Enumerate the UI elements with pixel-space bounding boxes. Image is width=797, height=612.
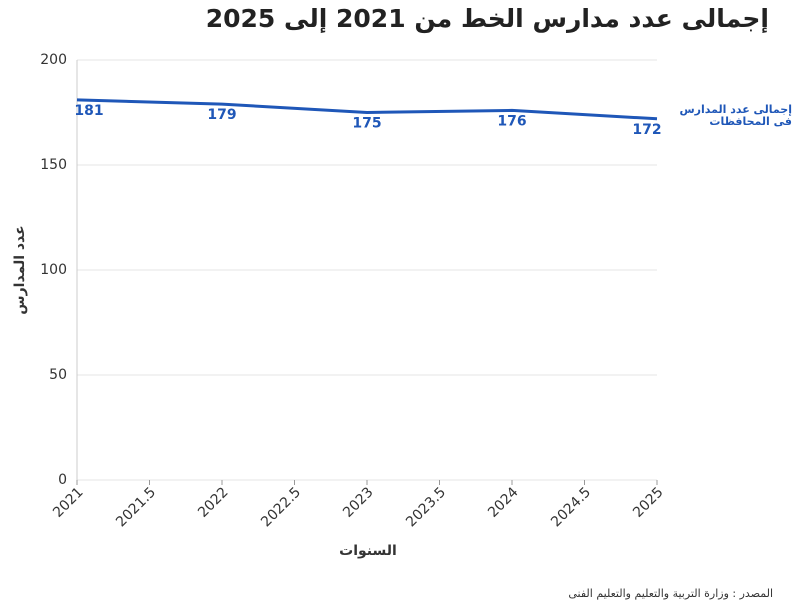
- y-axis-label: عدد المدارس: [12, 225, 28, 314]
- y-tick-label: 0: [58, 472, 67, 488]
- data-label: 172: [632, 122, 661, 138]
- x-tick-label: 2022.5: [258, 484, 304, 530]
- x-tick-label: 2024.5: [548, 484, 594, 530]
- x-tick-label: 2023: [340, 484, 377, 521]
- data-label: 179: [207, 107, 236, 123]
- x-tick-label: 2025: [630, 484, 667, 521]
- data-label: 176: [497, 113, 526, 129]
- chart-title: إجمالى عدد مدارس الخط من 2021 إلى 2025: [205, 4, 769, 33]
- x-axis-label: السنوات: [339, 543, 397, 559]
- y-tick-label: 150: [40, 157, 67, 173]
- y-tick-label: 50: [49, 367, 67, 383]
- x-tick-label: 2024: [485, 484, 522, 521]
- source: المصدر : وزارة التربية والتعليم والتعليم…: [568, 587, 773, 600]
- y-tick-label: 100: [40, 262, 67, 278]
- data-label: 175: [352, 116, 381, 132]
- x-tick-label: 2023.5: [403, 484, 449, 530]
- y-tick-label: 200: [40, 52, 67, 68]
- series-label: إجمالى عدد المدارس فى المحافظات: [679, 103, 792, 128]
- data-label: 181: [74, 103, 103, 119]
- x-tick-label: 2021: [50, 484, 87, 521]
- x-tick-label: 2021.5: [113, 484, 159, 530]
- x-tick-label: 2022: [195, 484, 232, 521]
- line: [76, 98, 658, 121]
